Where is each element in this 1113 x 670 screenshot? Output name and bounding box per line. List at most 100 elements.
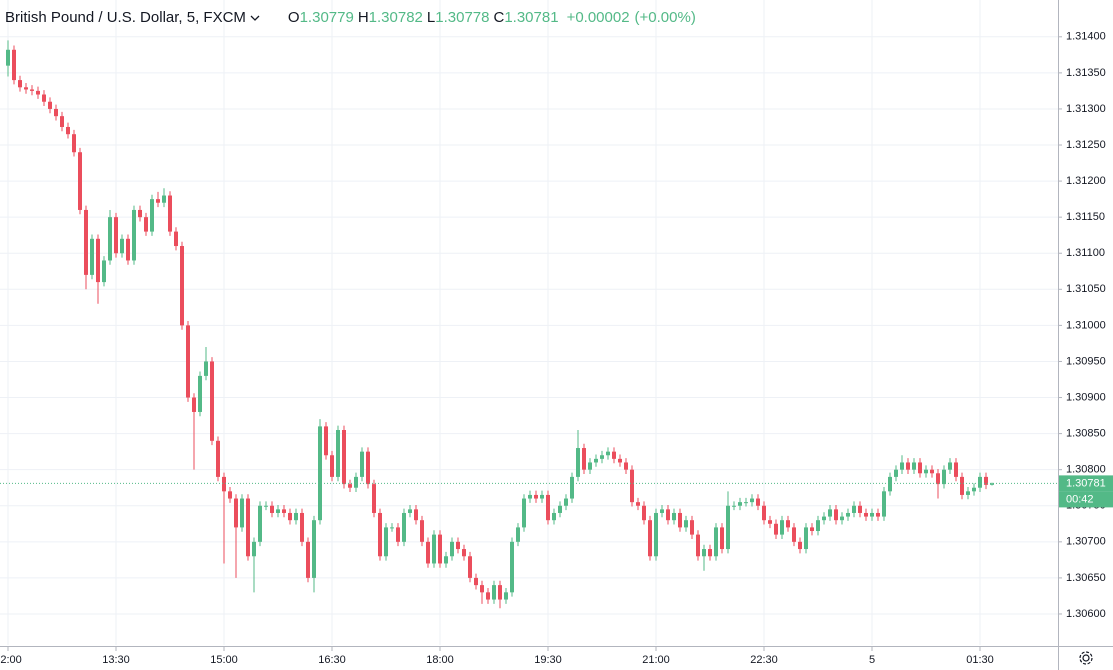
candle-body: [576, 448, 580, 477]
y-tick-label: 1.31350: [1066, 67, 1106, 79]
y-tick-label: 1.31050: [1066, 283, 1106, 295]
y-tick-label: 1.31400: [1066, 31, 1106, 43]
chevron[interactable]: [248, 13, 262, 23]
candle-body: [102, 260, 106, 283]
candle-body: [432, 534, 436, 564]
countdown-label: 00:42: [1066, 493, 1094, 505]
x-tick-label: 21:00: [642, 654, 670, 666]
y-tick-label: 1.31300: [1066, 103, 1106, 115]
candle-body: [288, 512, 292, 521]
candle-body: [942, 469, 946, 485]
candle-body: [726, 505, 730, 550]
symbol-title[interactable]: British Pound / U.S. Dollar, 5, FXCM: [5, 9, 246, 26]
candle-body: [96, 238, 100, 283]
candle-body: [246, 498, 250, 557]
y-tick-label: 1.30650: [1066, 572, 1106, 584]
candle-body: [294, 512, 298, 521]
candle-body: [348, 484, 352, 488]
candle-body: [852, 505, 856, 513]
x-tick-label: 22:30: [750, 654, 778, 666]
candle-body: [978, 476, 982, 488]
x-tick-label: 18:00: [426, 654, 454, 666]
candle-body: [420, 520, 424, 542]
candle-body: [840, 516, 844, 521]
candle-body: [786, 520, 790, 528]
candle-body: [168, 195, 172, 232]
ohlc-key: C: [493, 9, 505, 26]
candle-body: [762, 505, 766, 521]
candle-body: [654, 512, 658, 557]
candle-body: [120, 238, 124, 254]
candle-body: [372, 484, 376, 513]
change: +0.00002: [566, 9, 630, 26]
candle-body: [696, 534, 700, 557]
candle-body: [264, 505, 268, 507]
candle-body: [612, 451, 616, 459]
candle-body: [552, 512, 556, 521]
candle-body: [426, 541, 430, 564]
candle-body: [888, 476, 892, 492]
candle-body: [492, 585, 496, 600]
candle-body: [36, 90, 40, 95]
candle-body: [768, 520, 772, 524]
candle-body: [864, 512, 868, 517]
y-tick-label: 1.30900: [1066, 391, 1106, 403]
candle-body: [570, 476, 574, 499]
settings-icon[interactable]: [1079, 651, 1093, 665]
candle-body: [162, 195, 166, 203]
candle-body: [714, 527, 718, 557]
candle-body: [672, 512, 676, 521]
candle-body: [708, 549, 712, 557]
header: British Pound / U.S. Dollar, 5, FXCM O 1.…: [5, 9, 696, 26]
candle-body: [606, 451, 610, 456]
x-tick-label: 15:00: [210, 654, 238, 666]
candle-body: [462, 549, 466, 557]
candle-body: [624, 462, 628, 470]
candle-body: [18, 80, 22, 88]
candle-body: [834, 509, 838, 521]
candle-body: [144, 217, 148, 232]
candle-body: [870, 512, 874, 517]
candle-body: [240, 498, 244, 528]
last-price-label: 1.30781: [1066, 477, 1106, 489]
candle-body: [72, 134, 76, 153]
candle-body: [90, 238, 94, 275]
candle-body: [204, 361, 208, 376]
candle-body: [534, 494, 538, 499]
candle-body: [396, 527, 400, 542]
candle-body: [78, 152, 82, 210]
countdown-box: [1059, 491, 1113, 508]
candle-body: [252, 541, 256, 557]
candle-body: [486, 592, 490, 600]
candle-body: [750, 498, 754, 503]
candle-body: [60, 116, 64, 127]
y-tick-label: 1.30950: [1066, 355, 1106, 367]
candle-body: [84, 209, 88, 275]
candle-body: [438, 534, 442, 564]
candle-body: [228, 491, 232, 499]
candle-body: [738, 502, 742, 506]
candle-body: [480, 585, 484, 593]
candle-body: [756, 498, 760, 506]
candle-body: [378, 512, 382, 557]
candle-body: [528, 494, 532, 499]
y-tick-label: 1.31000: [1066, 319, 1106, 331]
candle-body: [330, 455, 334, 477]
candle-body: [744, 502, 748, 504]
x-tick-label: 13:30: [102, 654, 130, 666]
ohlc-key: O: [287, 9, 300, 26]
candle-body: [540, 494, 544, 499]
candle-body: [312, 520, 316, 578]
candle-body: [54, 108, 58, 117]
candle-body: [366, 451, 370, 485]
y-tick-label: 1.31250: [1066, 139, 1106, 151]
candle-body: [276, 509, 280, 513]
candle-body: [594, 458, 598, 463]
candle-body: [342, 430, 346, 485]
last-price-box: [1059, 475, 1113, 492]
ohlc-value: 1.30778: [435, 9, 490, 26]
candle-body: [930, 469, 934, 474]
candle-body: [900, 462, 904, 470]
candle-body: [138, 209, 142, 218]
candle-body: [186, 325, 190, 398]
